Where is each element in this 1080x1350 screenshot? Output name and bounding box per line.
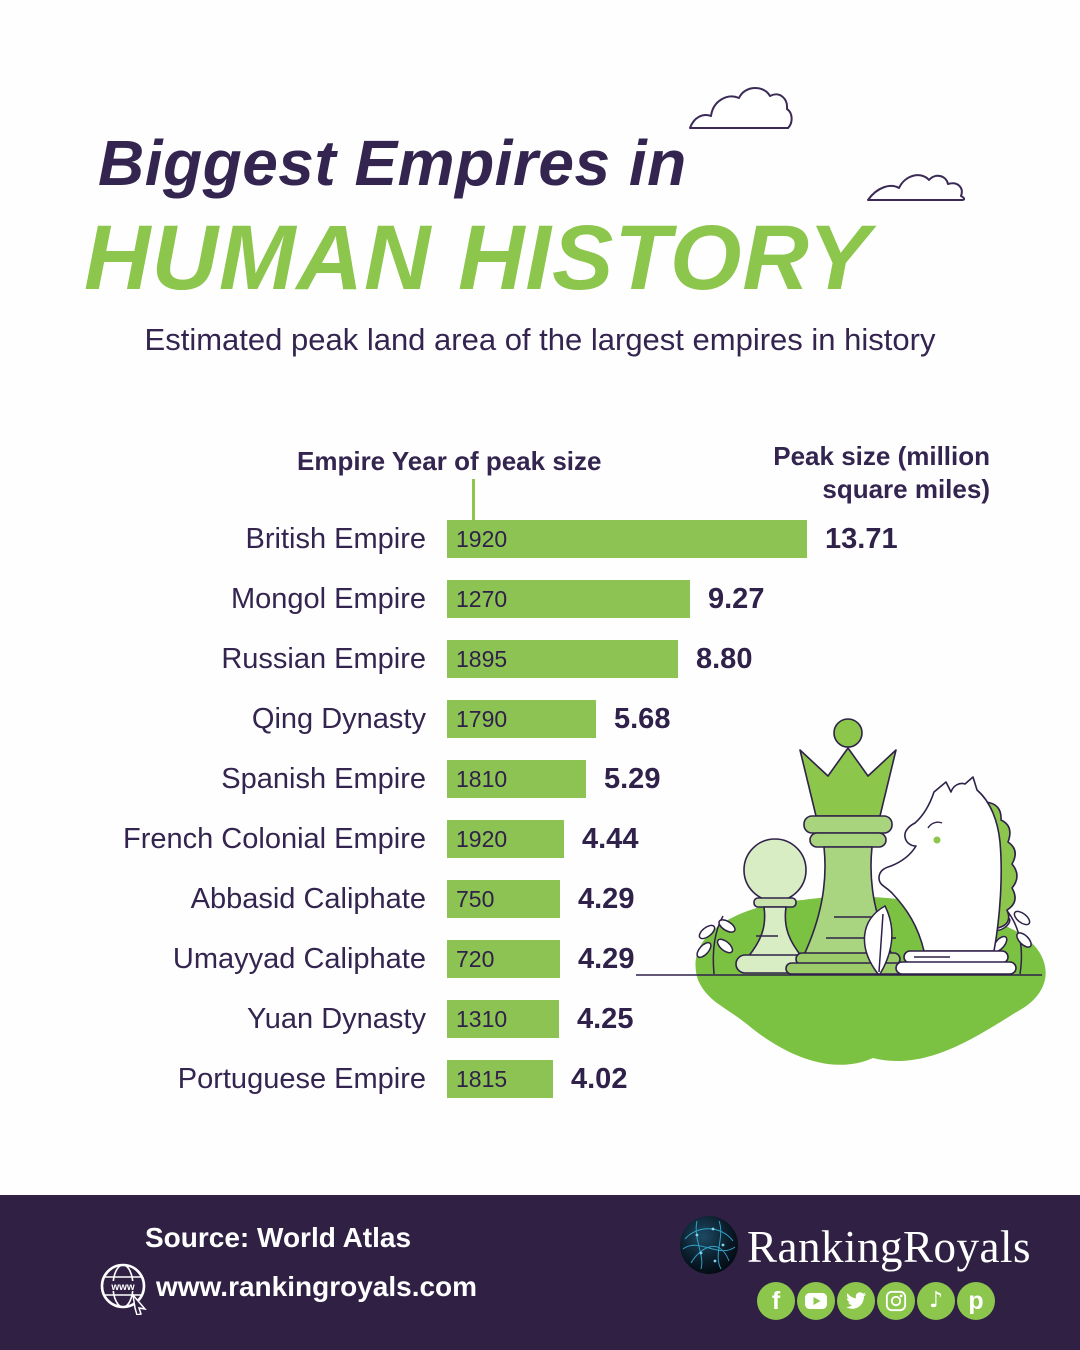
chart-row: Umayyad Caliphate 720 4.29 [60, 929, 1020, 989]
page-subtitle: Estimated peak land area of the largest … [144, 322, 936, 357]
bar: 750 [447, 880, 560, 918]
peak-size-value: 4.29 [578, 882, 635, 915]
chart-row: Mongol Empire 1270 9.27 [60, 569, 1020, 629]
peak-year-label: 1815 [456, 1065, 508, 1092]
twitter-icon[interactable] [837, 1282, 875, 1320]
peak-year-label: 1810 [456, 765, 508, 792]
bar: 1920 [447, 520, 807, 558]
empire-label: Qing Dynasty [251, 702, 426, 735]
peak-size-value: 4.44 [582, 822, 639, 855]
cloud-icon [867, 174, 966, 201]
peak-size-value: 9.27 [708, 582, 765, 615]
empire-label: British Empire [245, 522, 427, 555]
cloud-icon [689, 87, 793, 129]
leaf-icon [863, 904, 893, 975]
youtube-icon[interactable] [797, 1282, 835, 1320]
chess-illustration [636, 718, 1046, 1065]
chart-row: Russian Empire 1895 8.80 [60, 629, 1020, 689]
social-icons-row: f ♪ p [757, 1282, 995, 1320]
pawn-piece [735, 838, 815, 974]
facebook-glyph: f [771, 1286, 781, 1315]
peak-year-label: 1895 [456, 645, 508, 672]
peak-year-label: 750 [456, 885, 495, 912]
footer: Source: World Atlas www www.rankingroyal… [0, 1195, 1080, 1350]
page-title-line1: Biggest Empires in [98, 127, 687, 199]
empire-label: Portuguese Empire [177, 1062, 426, 1095]
chart-row: Yuan Dynasty 1310 4.25 [60, 989, 1020, 1049]
clouds-illustration [689, 87, 966, 201]
bar: 1790 [447, 700, 596, 738]
peak-year-label: 1920 [456, 525, 508, 552]
chart-row: Abbasid Caliphate 750 4.29 [60, 869, 1020, 929]
peak-size-value: 5.29 [604, 762, 661, 795]
peak-size-value: 4.02 [571, 1062, 628, 1095]
chart-row: Spanish Empire 1810 5.29 [60, 749, 1020, 809]
empire-label: Russian Empire [221, 642, 426, 675]
source-text: Source: World Atlas [145, 1222, 412, 1253]
empire-label: Spanish Empire [221, 762, 426, 795]
bar: 1270 [447, 580, 690, 618]
bar: 1920 [447, 820, 564, 858]
peak-size-value: 4.25 [577, 1002, 634, 1035]
branch-icon [696, 915, 736, 975]
instagram-icon[interactable] [877, 1282, 915, 1320]
website-url[interactable]: www.rankingroyals.com [156, 1271, 478, 1302]
header-connector-line [472, 479, 475, 525]
chart-row: French Colonial Empire 1920 4.44 [60, 809, 1020, 869]
peak-size-value: 13.71 [825, 522, 898, 555]
empire-label: Abbasid Caliphate [190, 882, 426, 915]
bar: 720 [447, 940, 560, 978]
bar: 1815 [447, 1060, 553, 1098]
bar: 1310 [447, 1000, 559, 1038]
peak-year-label: 720 [456, 945, 495, 972]
peak-year-label: 1270 [456, 585, 508, 612]
knight-piece [878, 776, 1018, 975]
tiktok-icon[interactable]: ♪ [917, 1282, 955, 1320]
empire-label: Mongol Empire [230, 582, 426, 615]
empire-label: Yuan Dynasty [247, 1002, 426, 1035]
chart-row: Portuguese Empire 1815 4.02 [60, 1049, 1020, 1109]
peak-size-value: 5.68 [614, 702, 671, 735]
peak-size-value: 8.80 [696, 642, 753, 675]
peak-year-label: 1920 [456, 825, 508, 852]
chart-row: British Empire 1920 13.71 [60, 509, 1020, 569]
tiktok-glyph: ♪ [928, 1288, 944, 1313]
empire-label: French Colonial Empire [122, 822, 426, 855]
peak-year-label: 1790 [456, 705, 508, 732]
bar: 1895 [447, 640, 678, 678]
peak-size-value: 4.29 [578, 942, 635, 975]
peak-year-label: 1310 [456, 1005, 508, 1032]
chart-row: Qing Dynasty 1790 5.68 [60, 689, 1020, 749]
brand-logo-globe [680, 1216, 738, 1274]
empire-label: Umayyad Caliphate [172, 942, 426, 975]
website-globe-icon: www [100, 1263, 147, 1315]
pinterest-glyph: p [968, 1286, 984, 1315]
pinterest-icon[interactable]: p [957, 1282, 995, 1320]
bar-chart: British Empire 1920 13.71 Mongol Empire 1270… [60, 509, 1020, 1109]
brand-name: RankingRoyals [747, 1222, 1031, 1272]
facebook-icon[interactable]: f [757, 1282, 795, 1320]
svg-text:www: www [110, 1282, 135, 1293]
column-header-year: Empire Year of peak size [297, 446, 602, 476]
page-title-line2: HUMAN HISTORY [84, 207, 871, 309]
column-header-peak-size: Peak size (million square miles) [773, 441, 990, 504]
bar: 1810 [447, 760, 586, 798]
